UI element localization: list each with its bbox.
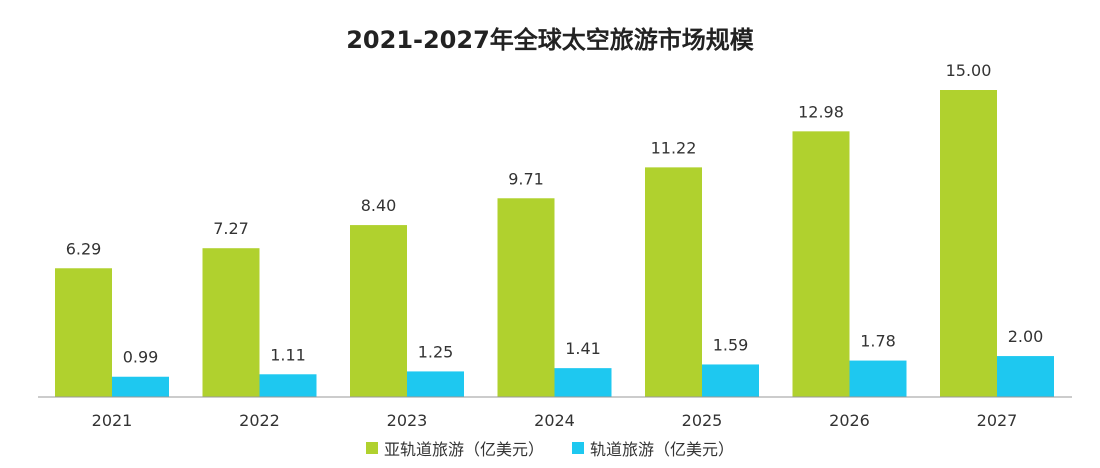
bars-layer bbox=[55, 90, 1054, 398]
value-label-orbital-2022: 1.11 bbox=[270, 345, 306, 364]
x-tick-label-2025: 2025 bbox=[682, 411, 723, 430]
bar-orbital-2025 bbox=[702, 364, 759, 397]
legend-label-orbital: 轨道旅游（亿美元） bbox=[590, 440, 735, 459]
x-tick-label-2024: 2024 bbox=[534, 411, 575, 430]
bar-suborbital-2024 bbox=[497, 198, 555, 397]
bar-suborbital-2021 bbox=[55, 268, 112, 397]
bar-orbital-2026 bbox=[849, 360, 907, 397]
x-tick-label-2021: 2021 bbox=[92, 411, 133, 430]
value-label-orbital-2027: 2.00 bbox=[1008, 327, 1044, 346]
bar-suborbital-2023 bbox=[350, 225, 407, 397]
value-label-orbital-2021: 0.99 bbox=[123, 348, 159, 367]
value-label-suborbital-2023: 8.40 bbox=[361, 196, 397, 215]
bar-suborbital-2025 bbox=[645, 167, 702, 397]
value-label-suborbital-2024: 9.71 bbox=[508, 169, 544, 188]
value-label-suborbital-2027: 15.00 bbox=[946, 61, 992, 80]
value-label-suborbital-2026: 12.98 bbox=[798, 102, 844, 121]
value-label-suborbital-2021: 6.29 bbox=[66, 239, 102, 258]
bar-orbital-2022 bbox=[259, 374, 317, 397]
x-tick-label-2023: 2023 bbox=[387, 411, 428, 430]
legend-label-suborbital: 亚轨道旅游（亿美元） bbox=[383, 440, 544, 459]
legend: 亚轨道旅游（亿美元） 轨道旅游（亿美元） bbox=[0, 436, 1100, 460]
bar-orbital-2023 bbox=[407, 371, 464, 397]
bar-orbital-2027 bbox=[997, 356, 1054, 397]
value-label-suborbital-2022: 7.27 bbox=[213, 219, 249, 238]
legend-swatch-suborbital bbox=[365, 442, 378, 454]
legend-item-orbital: 轨道旅游（亿美元） bbox=[572, 436, 734, 460]
bar-suborbital-2022 bbox=[202, 248, 260, 397]
x-tick-label-2022: 2022 bbox=[239, 411, 280, 430]
bar-suborbital-2027 bbox=[940, 90, 997, 397]
x-tick-label-2027: 2027 bbox=[977, 411, 1018, 430]
value-label-orbital-2023: 1.25 bbox=[418, 342, 454, 361]
x-tick-label-2026: 2026 bbox=[829, 411, 870, 430]
value-label-orbital-2026: 1.78 bbox=[860, 332, 896, 351]
value-labels-layer: 6.29 0.99 7.27 1.11 8.40 1.25 9.71 1.41 11.22 1.5… bbox=[66, 61, 1044, 367]
value-label-orbital-2024: 1.41 bbox=[565, 339, 601, 358]
x-tick-labels-layer: 2021 2022 2023 2024 2025 2026 2027 bbox=[92, 411, 1018, 430]
bar-suborbital-2026 bbox=[792, 131, 850, 398]
bar-orbital-2024 bbox=[554, 368, 612, 397]
bar-orbital-2021 bbox=[112, 376, 169, 397]
legend-item-suborbital: 亚轨道旅游（亿美元） bbox=[365, 436, 544, 460]
chart-title: 2021-2027年全球太空旅游市场规模 bbox=[346, 26, 754, 54]
value-label-suborbital-2025: 11.22 bbox=[651, 138, 697, 157]
legend-swatch-orbital bbox=[572, 442, 584, 454]
value-label-orbital-2025: 1.59 bbox=[713, 335, 749, 354]
